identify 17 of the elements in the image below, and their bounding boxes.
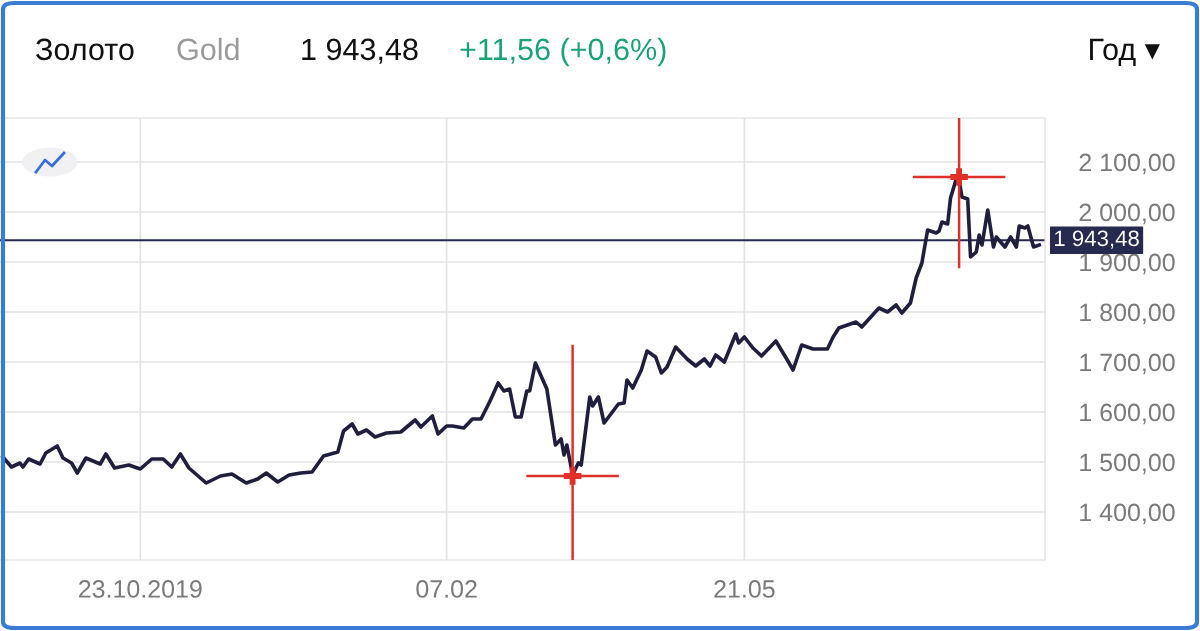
y-tick-label: 2 100,00 [1079, 153, 1175, 175]
text: 1 943,48 [302, 38, 418, 64]
y-tick-label: 1 500,00 [1080, 453, 1175, 475]
chart-subtitle: Gold [177, 37, 239, 61]
x-tick-label: 07.02 [416, 580, 477, 598]
ref-line-label: 1 943,48 [1055, 230, 1139, 249]
y-tick-label: 1 600,00 [1080, 403, 1175, 425]
text: Год ▾ [1090, 38, 1160, 66]
y-tick-label: 1 700,00 [1080, 353, 1175, 375]
y-tick-label: 2 000,00 [1079, 203, 1175, 225]
text: +11,56 (+0,6%) [460, 37, 666, 67]
y-tick-label: 1 400,00 [1080, 503, 1175, 525]
chart-title: Золото [36, 38, 134, 61]
y-tick-label: 1 900,00 [1080, 253, 1175, 275]
x-tick-label: 21.05 [714, 580, 775, 598]
x-tick-label: 23.10.2019 [78, 580, 202, 598]
y-tick-label: 1 800,00 [1080, 303, 1175, 325]
